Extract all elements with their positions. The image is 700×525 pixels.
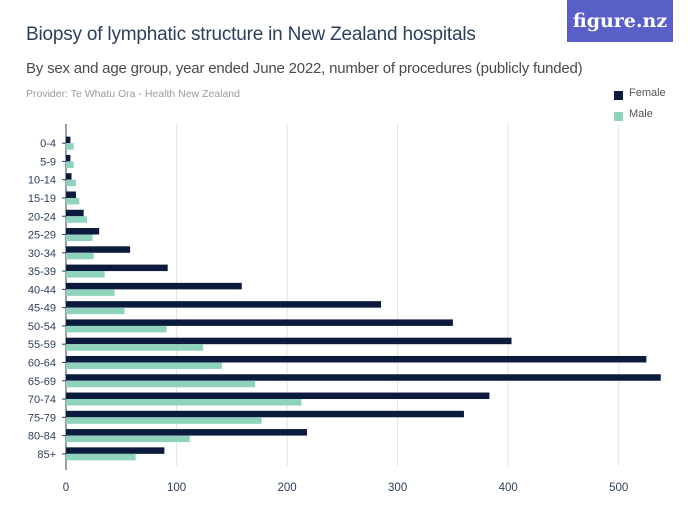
bar-male: [66, 325, 167, 333]
x-tick-label: 0: [63, 482, 69, 494]
y-tick-label: 50-54: [28, 321, 56, 333]
legend-item-female: Female: [614, 84, 666, 102]
bar-female: [66, 173, 72, 180]
bar-male: [66, 453, 136, 461]
bar-female: [66, 447, 165, 454]
y-tick-label: 0-4: [40, 138, 56, 150]
bar-female: [66, 374, 661, 381]
bar-female: [66, 209, 84, 217]
chart-title: Biopsy of lymphatic structure in New Zea…: [26, 24, 476, 45]
y-tick-label: 70-74: [28, 394, 56, 406]
chart-subtitle: By sex and age group, year ended June 20…: [26, 60, 583, 77]
bar-female: [66, 301, 382, 308]
legend-swatch-female: [614, 90, 623, 100]
bar-male: [66, 380, 256, 388]
bar-male: [66, 344, 204, 351]
bar-male: [66, 234, 93, 242]
bar-male: [66, 197, 80, 205]
bar-male: [66, 307, 125, 315]
y-tick-label: 65-69: [28, 376, 56, 388]
bar-female: [66, 429, 307, 436]
bar-male: [66, 252, 94, 260]
bar-male: [66, 161, 74, 168]
bar-male: [66, 435, 190, 443]
data-provider: Provider: Te Whatu Ora - Health New Zeal…: [26, 88, 240, 100]
y-tick-label: 45-49: [28, 303, 56, 315]
y-tick-label: 75-79: [28, 412, 56, 424]
bar-male: [66, 417, 262, 424]
y-tick-label: 10-14: [28, 175, 56, 187]
bar-male: [66, 271, 105, 278]
bar-female: [66, 337, 512, 345]
bar-male: [66, 362, 222, 369]
y-tick-label: 85+: [37, 449, 56, 461]
bar-female: [66, 392, 490, 400]
y-tick-label: 5-9: [40, 156, 56, 168]
bar-female: [66, 246, 131, 253]
y-tick-label: 60-64: [28, 357, 56, 369]
bar-female: [66, 154, 71, 162]
bar-female: [66, 319, 453, 326]
y-tick-label: 55-59: [28, 339, 56, 351]
bar-female: [66, 136, 71, 144]
x-tick-label: 100: [167, 482, 186, 494]
figure-nz-logo[interactable]: figure.nz: [567, 0, 673, 42]
bar-female: [66, 410, 464, 418]
x-tick-label: 300: [388, 482, 407, 494]
bar-male: [66, 143, 74, 150]
y-tick-label: 35-39: [28, 266, 56, 278]
y-tick-label: 15-19: [28, 193, 56, 205]
y-tick-label: 30-34: [28, 248, 56, 260]
chart-legend: Female Male: [614, 84, 666, 126]
bar-male: [66, 399, 302, 406]
y-tick-label: 80-84: [28, 431, 56, 443]
bar-female: [66, 228, 100, 235]
legend-item-male: Male: [614, 105, 666, 123]
bar-male: [66, 179, 76, 187]
legend-label-male: Male: [629, 108, 653, 120]
y-tick-label: 40-44: [28, 284, 56, 296]
bar-female: [66, 264, 168, 272]
bar-female: [66, 191, 76, 198]
y-tick-label: 25-29: [28, 230, 56, 242]
bar-male: [66, 289, 115, 296]
y-tick-label: 20-24: [28, 211, 56, 223]
bar-female: [66, 355, 647, 363]
legend-label-female: Female: [629, 87, 666, 99]
x-tick-label: 200: [277, 482, 296, 494]
bar-female: [66, 282, 242, 290]
x-tick-label: 400: [499, 482, 518, 494]
bar-male: [66, 216, 88, 223]
x-tick-label: 500: [609, 482, 628, 494]
legend-swatch-male: [614, 111, 623, 121]
